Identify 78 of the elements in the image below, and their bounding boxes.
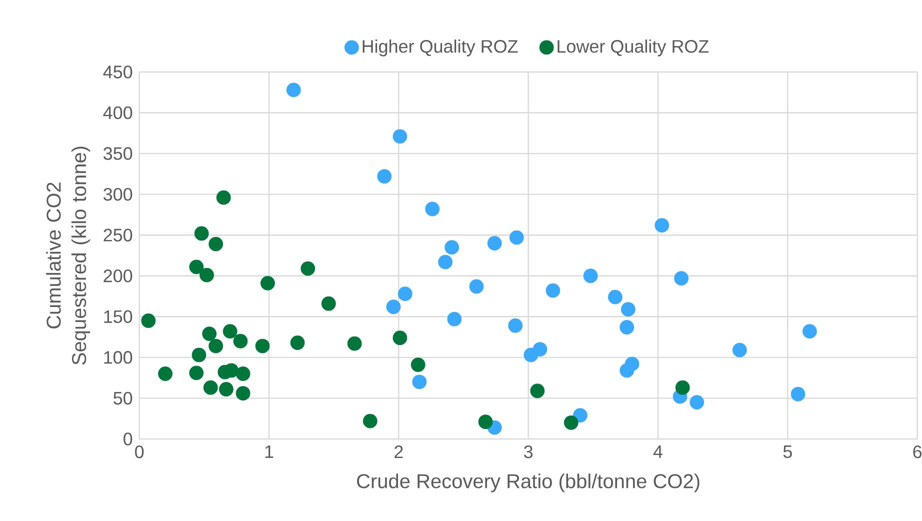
point [202, 326, 217, 341]
x-tick-label: 1 [265, 445, 274, 458]
point [189, 260, 204, 274]
y-tick-label: 100 [104, 351, 132, 364]
point [802, 324, 817, 339]
point [194, 226, 209, 241]
point [447, 312, 462, 326]
y-tick-label: 200 [104, 270, 132, 282]
point [290, 336, 305, 350]
x-tick-label: 2 [394, 445, 403, 458]
y-tick-label: 50 [114, 392, 132, 405]
point [675, 380, 690, 395]
point [236, 366, 250, 381]
point [189, 366, 204, 380]
point [398, 286, 412, 302]
y-tick-label: 300 [104, 188, 132, 201]
point [487, 236, 502, 250]
point [286, 82, 301, 98]
point [377, 169, 392, 184]
point [362, 414, 378, 428]
point [392, 330, 408, 346]
point [386, 300, 401, 314]
point [654, 218, 670, 233]
point [438, 254, 453, 270]
point [509, 230, 524, 245]
point [790, 386, 806, 402]
point [690, 395, 704, 410]
x-tick-label: 6 [913, 445, 922, 458]
point [321, 296, 336, 311]
point [425, 202, 440, 216]
point [410, 358, 426, 372]
point [444, 240, 460, 255]
legend-label: Lower Quality ROZ [558, 40, 709, 56]
legend-label: Higher Quality ROZ [362, 40, 518, 56]
point [392, 129, 408, 144]
y-tick-label: 450 [103, 66, 132, 78]
point [255, 338, 270, 354]
x-axis-title: Crude Recovery Ratio (bbl/tonne CO2) [357, 474, 700, 492]
point [158, 366, 172, 381]
point [141, 314, 156, 328]
point [260, 276, 275, 290]
point [469, 279, 484, 294]
point [620, 302, 636, 317]
y-tick-label: 350 [104, 147, 132, 160]
point [203, 380, 218, 395]
point [208, 236, 224, 252]
point [233, 334, 248, 348]
x-tick-label: 5 [783, 445, 792, 458]
point [300, 261, 316, 276]
point [732, 342, 747, 358]
y-tick-label: 150 [104, 310, 132, 324]
point [192, 348, 206, 362]
point [674, 271, 689, 286]
y-axis-title: Cumulative CO2 Sequestered (kilo tonne) [46, 146, 90, 365]
x-tick-label: 0 [135, 445, 144, 458]
point [412, 374, 427, 390]
point [564, 415, 578, 430]
point [583, 268, 598, 284]
y-tick-label: 0 [124, 432, 132, 446]
point [508, 318, 523, 333]
point [620, 320, 634, 334]
point [208, 338, 224, 354]
point [608, 290, 622, 304]
point [620, 363, 634, 378]
point [530, 384, 545, 398]
point [222, 324, 238, 339]
point [216, 190, 231, 205]
point [546, 283, 560, 298]
x-tick-label: 4 [653, 445, 662, 458]
point [478, 414, 493, 430]
y-tick-label: 250 [104, 228, 132, 242]
point [532, 342, 548, 356]
point [219, 382, 234, 396]
point [236, 386, 250, 401]
y-tick-label: 400 [103, 106, 132, 120]
x-tick-label: 3 [524, 445, 533, 458]
point [347, 336, 362, 351]
point [200, 268, 214, 282]
